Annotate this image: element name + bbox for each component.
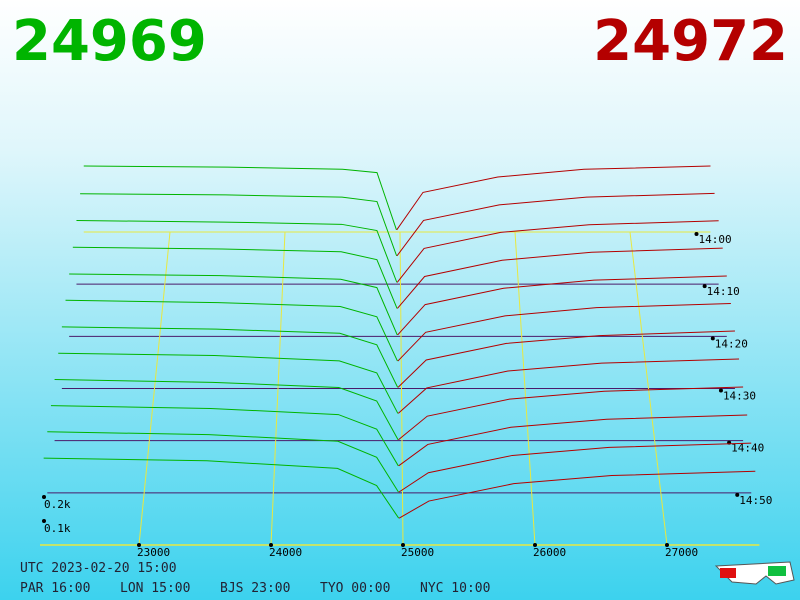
time-tick-label: 14:30: [723, 390, 756, 403]
city-time: PAR 16:00: [20, 581, 90, 596]
x-tick-label: 26000: [533, 546, 566, 559]
best-ask: 24972: [593, 9, 788, 74]
ask-depth-line: [397, 275, 727, 336]
bid-depth-line: [72, 246, 398, 309]
x-grid-line: [270, 231, 286, 546]
time-tick-label: 14:50: [739, 494, 772, 507]
time-tick-label: 14:10: [707, 285, 740, 298]
glasses-icon: [714, 561, 795, 585]
depth-tick-label: 0.1k: [44, 522, 71, 535]
depth-tick: [42, 519, 46, 523]
time-tick: [735, 492, 740, 497]
x-grid-line: [629, 231, 668, 546]
city-times: PAR 16:00 LON 15:00 BJS 23:00 TYO 00:00 NYC …: [20, 581, 490, 596]
depth-tick: [42, 495, 46, 499]
ask-depth-line: [398, 386, 744, 441]
x-tick-label: 24000: [269, 546, 302, 559]
x-grid-line: [514, 231, 536, 546]
best-bid: 24969: [12, 9, 207, 74]
x-tick-label: 25000: [401, 546, 434, 559]
ask-depth-line: [398, 442, 752, 493]
bid-depth-line: [50, 405, 399, 467]
city-time: NYC 10:00: [420, 581, 490, 596]
time-tick-label: 14:40: [731, 442, 764, 455]
time-tick: [718, 388, 723, 393]
ask-depth-line: [396, 165, 711, 231]
ask-depth-line: [398, 414, 748, 467]
ask-depth-line: [396, 192, 715, 257]
x-tick: [533, 543, 537, 547]
depth-tick-label: 0.2k: [44, 498, 71, 511]
time-tick: [710, 336, 715, 341]
x-tick: [665, 543, 669, 547]
ask-depth-line: [397, 247, 723, 309]
city-time: BJS 23:00: [220, 581, 290, 596]
ask-depth-line: [398, 470, 756, 519]
bid-depth-line: [80, 193, 398, 257]
x-tick: [269, 543, 273, 547]
bid-depth-line: [47, 431, 399, 493]
time-tick-label: 14:20: [715, 337, 748, 350]
bid-depth-line: [83, 165, 397, 230]
bid-depth-line: [58, 352, 399, 414]
ask-depth-line: [396, 220, 719, 283]
bid-depth-line: [43, 457, 400, 519]
ask-depth-line: [397, 303, 731, 362]
x-tick: [137, 543, 141, 547]
x-grid-line: [399, 231, 404, 546]
x-grid-line: [138, 231, 171, 546]
bid-depth-line: [69, 273, 398, 336]
x-tick-label: 27000: [665, 546, 698, 559]
ask-depth-line: [397, 358, 740, 414]
time-tick-label: 14:00: [699, 233, 732, 246]
city-time: TYO 00:00: [320, 581, 390, 596]
x-tick-label: 23000: [137, 546, 170, 559]
bid-depth-line: [54, 379, 399, 440]
bid-depth-line: [65, 299, 398, 362]
time-tick: [694, 232, 699, 236]
bid-depth-line: [61, 326, 399, 388]
x-tick: [401, 543, 405, 547]
city-time: LON 15:00: [120, 581, 190, 596]
time-tick: [702, 284, 707, 289]
ask-depth-line: [397, 330, 735, 388]
plot: 14:00 14:10 14:20 14:30 14:40 14:50 23000 24000…: [40, 165, 772, 559]
utc-time: UTC 2023-02-20 15:00: [20, 561, 177, 576]
bid-depth-line: [76, 220, 398, 283]
